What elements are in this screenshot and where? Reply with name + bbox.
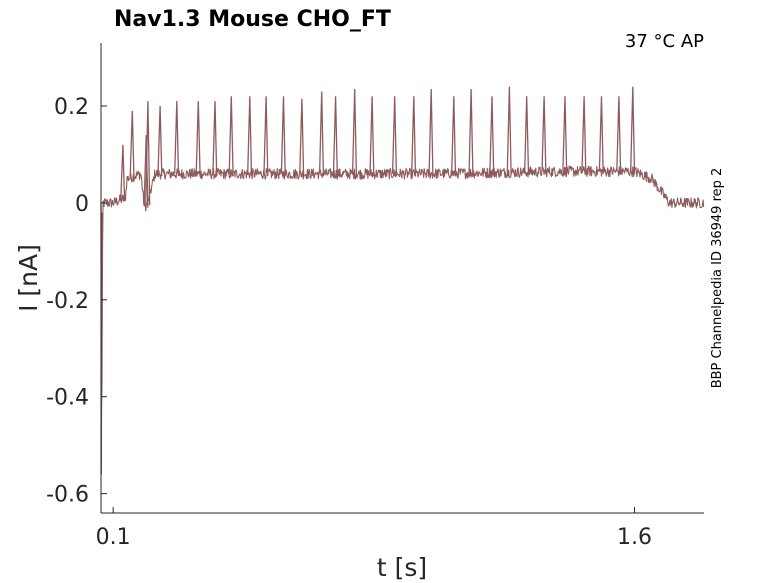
channelpedia-id-label: BBP Channelpedia ID 36949 rep 2 <box>710 168 725 389</box>
temperature-protocol-label: 37 °C AP <box>625 31 704 52</box>
action-potential-spike <box>562 96 568 174</box>
current-trace <box>100 86 705 475</box>
action-potential-spike <box>195 101 201 177</box>
plot-area: 0.2 0 -0.2 -0.4 -0.6 0.1 1.6 <box>46 43 705 550</box>
action-potential-spike <box>598 96 604 174</box>
action-potential-spike <box>351 88 358 177</box>
action-potential-spike <box>212 101 218 177</box>
x-tick-label: 1.6 <box>617 525 652 550</box>
y-ticks: 0.2 0 -0.2 -0.4 -0.6 <box>46 95 107 508</box>
action-potential-spike <box>228 96 234 177</box>
action-potential-spike <box>506 86 512 175</box>
early-spike <box>143 135 149 208</box>
early-spike <box>129 110 135 180</box>
action-potential-spike <box>581 96 587 174</box>
early-spike <box>120 144 126 202</box>
action-potential-spike <box>174 101 180 177</box>
action-potential-spike <box>524 96 530 175</box>
action-potential-spike <box>411 96 417 177</box>
action-potential-spike <box>489 96 495 176</box>
action-potential-spike <box>280 96 286 177</box>
y-tick-label: 0.2 <box>54 95 89 120</box>
action-potential-spike <box>369 96 375 177</box>
trace-line <box>100 165 705 410</box>
action-potential-spike <box>468 88 474 176</box>
x-tick-label: 0.1 <box>96 525 131 550</box>
x-ticks: 0.1 1.6 <box>96 507 652 550</box>
action-potential-spike <box>332 96 338 177</box>
action-potential-spike <box>428 88 434 177</box>
action-potential-spike <box>318 91 325 177</box>
action-potential-spike <box>247 96 253 177</box>
action-potential-spike <box>263 96 269 177</box>
y-tick-label: -0.6 <box>46 483 89 508</box>
y-tick-label: -0.4 <box>46 386 89 411</box>
y-tick-label: -0.2 <box>46 289 89 314</box>
action-potential-spike <box>541 96 547 175</box>
chart-title: Nav1.3 Mouse CHO_FT <box>114 7 391 32</box>
action-potential-spike <box>299 98 305 177</box>
action-potential-spike <box>391 96 398 177</box>
x-axis-label: t [s] <box>377 553 427 582</box>
action-potential-spike <box>630 86 636 174</box>
action-potential-spike <box>157 105 163 177</box>
action-potential-spike <box>616 96 622 174</box>
action-potential-spike <box>451 96 457 176</box>
y-axis-label: I [nA] <box>14 244 43 312</box>
y-tick-label: 0 <box>75 192 89 217</box>
